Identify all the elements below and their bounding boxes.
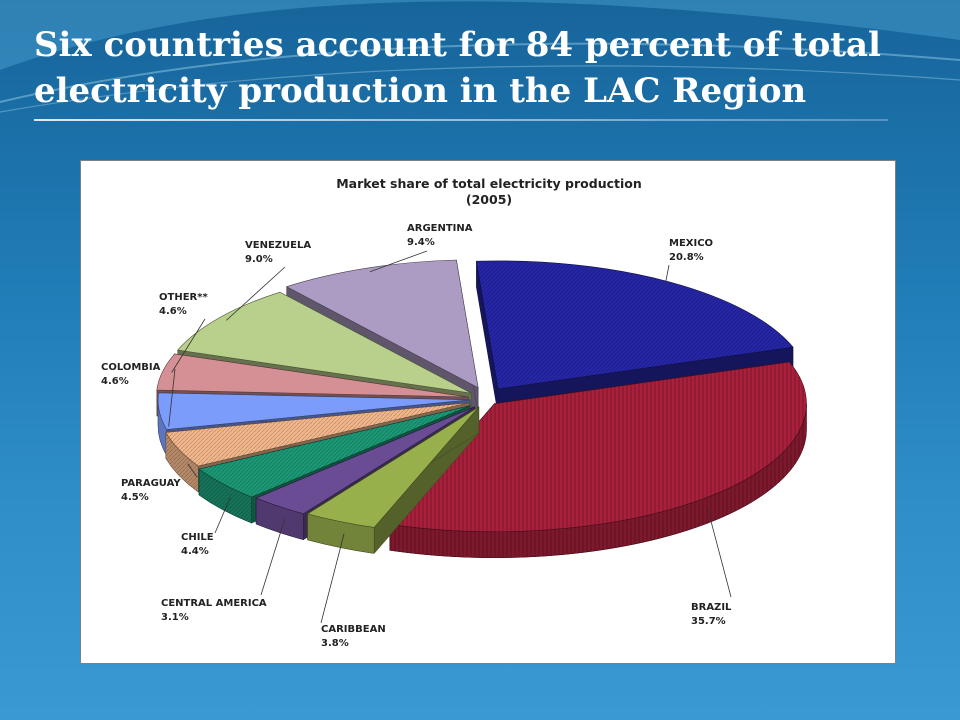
chart-title-line-1: Market share of total electricity produc… [336, 176, 642, 191]
background-swoosh-line [0, 65, 960, 113]
slice-name: CARIBBEAN [321, 624, 386, 635]
slice-top-texture [476, 260, 794, 389]
slice-value: 20.8% [669, 252, 704, 263]
label-brazil: BRAZIL 35.7% [691, 601, 731, 629]
slice-name: COLOMBIA [101, 362, 161, 373]
slice-top-texture [199, 405, 471, 498]
chart-frame: Market share of total electricity produc… [80, 160, 896, 664]
label-venezuela: VENEZUELA 9.0% [245, 239, 311, 267]
label-paraguay: PARAGUAY 4.5% [121, 477, 181, 505]
slice-value: 9.4% [407, 237, 435, 248]
chart-title: Market share of total electricity produc… [281, 176, 697, 208]
slice-value: 3.1% [161, 612, 189, 623]
slice-top-texture [389, 361, 807, 532]
slice-name: MEXICO [669, 238, 714, 249]
slice-top [156, 353, 469, 398]
slice-name: ARGENTINA [407, 223, 473, 234]
slice-top [306, 406, 480, 528]
label-chile: CHILE 4.4% [181, 531, 214, 559]
slice-value: 9.0% [245, 254, 273, 265]
pie-chart [156, 250, 807, 624]
slice-name: OTHER** [159, 292, 208, 303]
label-colombia: COLOMBIA 4.6% [101, 361, 160, 389]
slice-top [255, 406, 475, 515]
slice-value: 4.6% [101, 376, 129, 387]
slide-title-line-2: electricity production in the LAC Region [34, 71, 807, 111]
slice-caribbean [306, 406, 480, 555]
slice-outer-texture [165, 432, 199, 493]
leader-line [226, 266, 286, 321]
label-central-america: CENTRAL AMERICA 3.1% [161, 597, 267, 625]
leader-line [214, 496, 231, 534]
leader-line [168, 368, 176, 427]
slice-value: 4.4% [181, 546, 209, 557]
slice-name: BRAZIL [691, 602, 732, 613]
slice-value: 4.6% [159, 306, 187, 317]
label-caribbean: CARIBBEAN 3.8% [321, 623, 386, 651]
slice-name: CHILE [181, 532, 214, 543]
slice-outer-texture [389, 403, 807, 558]
slice-name: CENTRAL AMERICA [161, 598, 267, 609]
leader-line [187, 463, 198, 478]
slice-top [285, 259, 479, 389]
leader-line [664, 264, 670, 286]
leader-line [260, 518, 286, 596]
leader-line [320, 533, 345, 624]
leader-line [171, 318, 206, 373]
slice-name: PARAGUAY [121, 478, 181, 489]
background-swoosh-line [0, 42, 960, 103]
label-argentina: ARGENTINA 9.4% [407, 222, 473, 250]
slide-title-line-1: Six countries account for 84 percent of … [34, 25, 881, 65]
slice-name: VENEZUELA [245, 240, 312, 251]
slice-top-texture [165, 402, 470, 467]
slide-title: Six countries account for 84 percent of … [34, 22, 914, 114]
slice-top [157, 392, 471, 430]
slice-value: 4.5% [121, 492, 149, 503]
label-other: OTHER** 4.6% [159, 291, 208, 319]
background-swoosh [0, 0, 960, 70]
slice-outer-texture [199, 469, 252, 524]
leader-line [707, 507, 732, 598]
slice-brazil [389, 361, 807, 558]
leader-line [369, 250, 428, 273]
slice-value: 3.8% [321, 638, 349, 649]
slice-top [177, 291, 472, 394]
title-underline [34, 119, 888, 121]
chart-title-line-2: (2005) [465, 192, 513, 207]
label-mexico: MEXICO 20.8% [669, 237, 713, 265]
slice-value: 35.7% [691, 616, 726, 627]
